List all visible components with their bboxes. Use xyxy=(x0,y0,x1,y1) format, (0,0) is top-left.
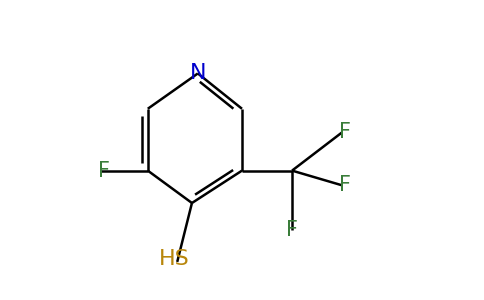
Text: F: F xyxy=(339,175,351,195)
Text: N: N xyxy=(190,63,206,83)
Text: F: F xyxy=(286,220,298,239)
Text: F: F xyxy=(339,122,351,142)
Text: HS: HS xyxy=(159,249,190,269)
Text: F: F xyxy=(98,160,109,181)
